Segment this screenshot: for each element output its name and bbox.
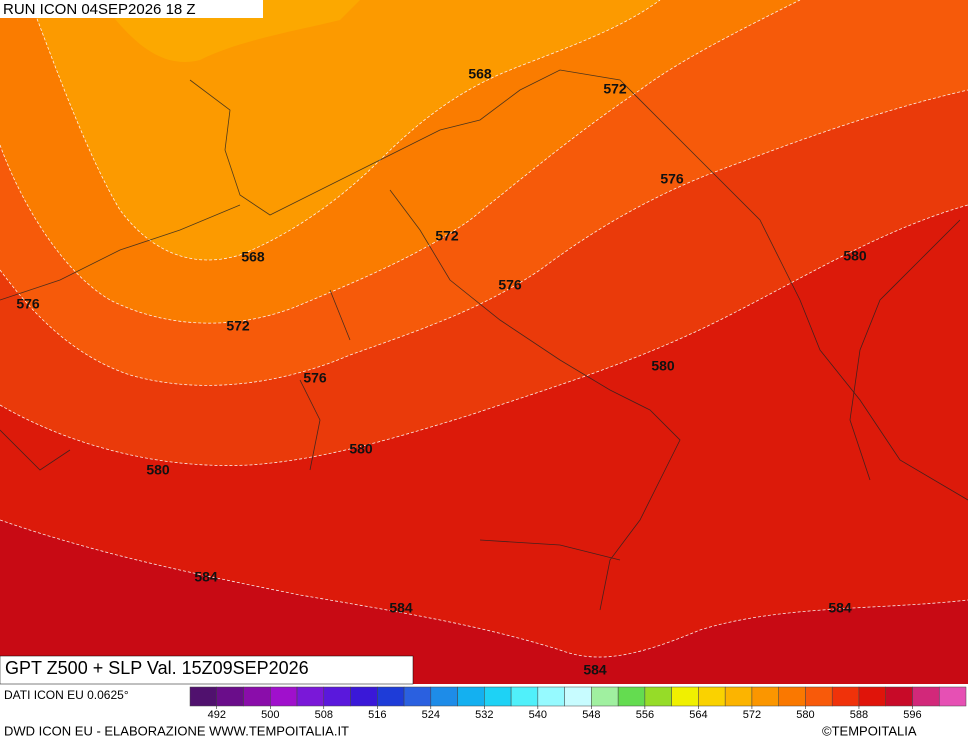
colorbar-tick-label: 588: [850, 709, 868, 721]
colorbar-swatch: [724, 686, 753, 707]
contour-label: 576: [498, 277, 522, 293]
contour-label: 580: [843, 248, 867, 264]
colorbar-tick-label: 524: [422, 709, 440, 721]
colorbar-swatch: [885, 686, 913, 707]
coastline: [0, 204, 961, 481]
colorbar-swatch: [698, 686, 726, 707]
colorbar-swatch: [484, 686, 512, 707]
colorbar-swatch: [403, 686, 432, 707]
colorbar-swatch: [296, 686, 325, 707]
coastline: [299, 189, 681, 611]
contour-label: 576: [16, 296, 40, 312]
colorbar-swatch: [377, 686, 405, 707]
colorbar-swatch: [243, 686, 271, 707]
colorbar-tick-label: 532: [475, 709, 493, 721]
colorbar-swatch: [350, 686, 378, 707]
header-box: [0, 0, 263, 18]
run-label: RUN ICON 04SEP2026 18 Z: [3, 1, 196, 18]
colorbar-swatch: [591, 686, 619, 707]
border: [189, 69, 968, 501]
contour-label: 580: [146, 462, 170, 478]
colorbar-swatch: [644, 686, 672, 707]
colorbar-tick-label: 580: [796, 709, 814, 721]
colorbar-tick-label: 492: [208, 709, 226, 721]
contour-label: 584: [389, 600, 413, 616]
source-label: DATI ICON EU 0.0625°: [4, 688, 129, 702]
colorbar-swatch: [778, 686, 806, 707]
colorbar-tick-label: 556: [636, 709, 654, 721]
contour-label: 572: [603, 81, 627, 97]
colorbar-tick-label: 508: [315, 709, 333, 721]
colorbar-swatch: [216, 686, 244, 707]
colorbar: 492 500 508 516 524 532 540 548 556 564 572 580 588 5…: [189, 686, 967, 721]
colorbar-swatch: [805, 686, 833, 707]
contour-label: 580: [349, 441, 373, 457]
colorbar-tick-label: 596: [903, 709, 921, 721]
contour-label: 572: [435, 228, 459, 244]
colorbar-swatch: [430, 686, 458, 707]
colorbar-swatch: [189, 686, 218, 707]
contour-label: 576: [660, 171, 684, 187]
band-564-568: [30, 0, 660, 260]
product-box: [0, 655, 414, 685]
colorbar-swatch: [938, 686, 967, 707]
contour-580: [0, 204, 968, 466]
colorbar-swatch: [564, 686, 592, 707]
colorbar-tick-label: 500: [261, 709, 279, 721]
contour-label: 568: [468, 66, 492, 82]
colorbar-swatch: [912, 686, 940, 707]
colorbar-swatch: [617, 686, 646, 707]
colorbar-swatch: [323, 686, 351, 707]
contour-568: [29, 0, 661, 261]
contour-label: 580: [651, 358, 675, 374]
contour-label: 584: [194, 569, 218, 585]
contour-572: [0, 0, 801, 324]
colorbar-swatch: [510, 686, 539, 707]
colorbar-swatch: [858, 686, 886, 707]
contour-labels: 568 572 576 572 568 580 576 576 572 580 576 580 580 5…: [16, 66, 867, 678]
contour-label: 568: [241, 249, 265, 265]
contour-label: 584: [583, 662, 607, 678]
contour-584: [0, 519, 968, 658]
product-label: GPT Z500 + SLP Val. 15Z09SEP2026: [5, 658, 309, 678]
colorbar-swatch: [537, 686, 565, 707]
contour-label: 572: [226, 318, 250, 334]
colorbar-swatch: [671, 686, 699, 707]
contour-label: 576: [303, 370, 327, 386]
colorbar-tick-label: 540: [529, 709, 547, 721]
copyright-label: ©TEMPOITALIA: [822, 723, 917, 738]
colorbar-swatch: [457, 686, 485, 707]
colorbar-tick-label: 572: [743, 709, 761, 721]
colorbar-swatch: [831, 686, 860, 707]
contour-label: 584: [828, 600, 852, 616]
colorbar-swatch: [751, 686, 779, 707]
colorbar-tick-label: 516: [368, 709, 386, 721]
credit-label: DWD ICON EU - ELABORAZIONE WWW.TEMPOITAL…: [4, 723, 349, 738]
colorbar-tick-label: 548: [582, 709, 600, 721]
colorbar-swatch: [270, 686, 298, 707]
colorbar-tick-label: 564: [689, 709, 707, 721]
